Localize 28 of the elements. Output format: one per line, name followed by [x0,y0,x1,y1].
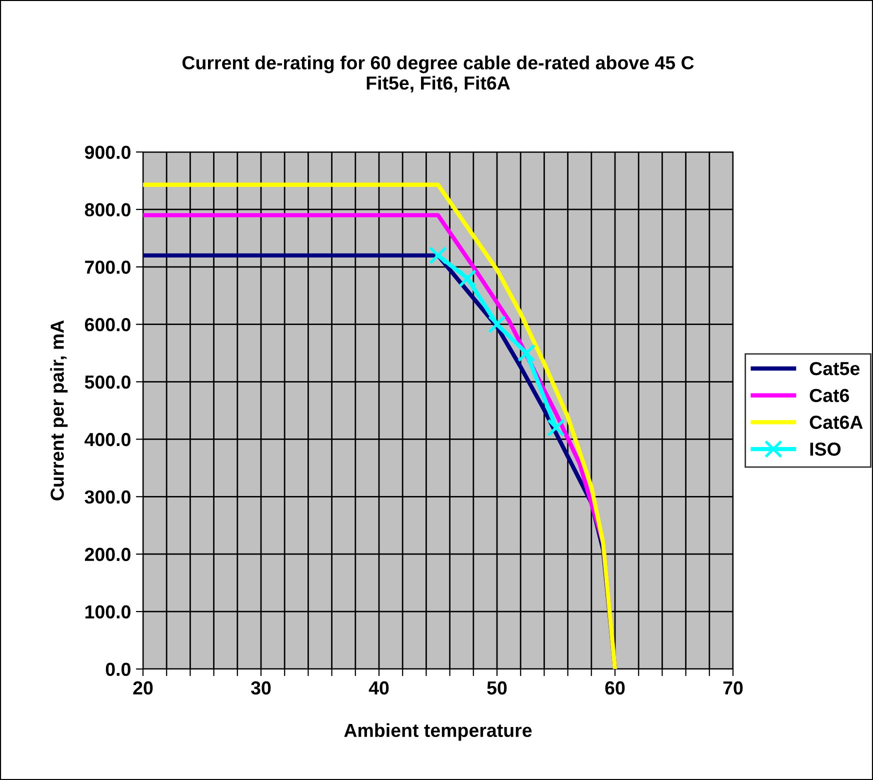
legend-label: ISO [810,442,841,456]
y-axis-title: Current per pair, mA [50,320,68,500]
y-tick-label: 900.0 [84,146,130,159]
legend-label: Cat5e [810,362,860,376]
chart-title: Current de-rating for 60 degree cable de-rated above 45 C Fit5e, Fit6, Fit6A [182,56,694,92]
point [458,269,477,288]
point [517,344,536,362]
legend-label: Cat6A [810,416,863,429]
x-tick-label: 40 [368,681,389,695]
y-tick-label: 100.0 [85,605,130,619]
x-axis-title: Ambient temperature [344,723,532,741]
y-tick-label: 400.0 [84,432,130,446]
y-tick-label: 200.0 [84,548,130,562]
x-tick-label: 70 [723,681,743,695]
y-tick-label: 300.0 [84,490,130,504]
legend-label: Cat6 [810,388,850,402]
x-tick-label: 50 [487,681,507,695]
y-tick-label: 600.0 [84,318,130,332]
y-tick-label: 800.0 [84,203,130,216]
x-tick-label: 20 [133,681,153,695]
point [546,418,566,437]
y-tick-label: 700.0 [85,260,130,274]
y-tick-label: 0.0 [106,662,130,676]
y-tick-label: 500.0 [84,375,130,389]
point [488,315,506,334]
point [428,246,448,264]
x-tick-label: 30 [251,681,271,695]
x-tick-label: 60 [605,681,625,695]
